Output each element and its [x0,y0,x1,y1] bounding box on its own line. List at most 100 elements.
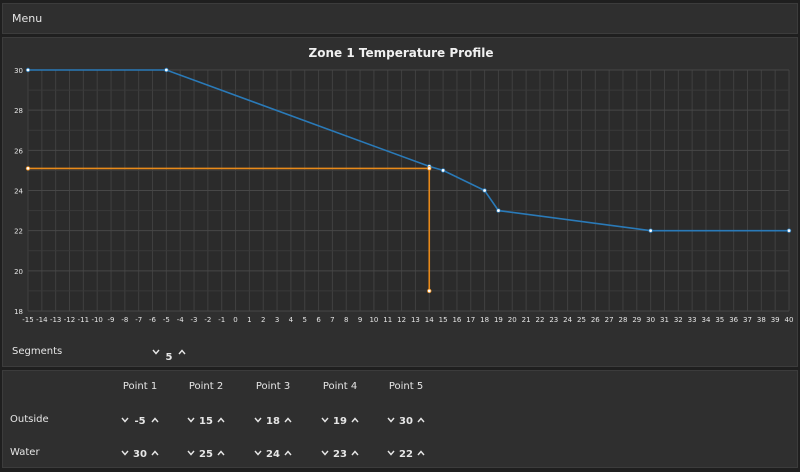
outside-point-3-decrement-icon[interactable] [252,414,264,428]
x-tick-label: 33 [688,316,697,324]
x-tick-label: 38 [757,316,766,324]
x-tick-label: 23 [549,316,558,324]
series-1-point [786,228,792,233]
x-tick-label: -7 [135,316,142,324]
series-2-point [25,166,31,171]
series-1-point [496,208,501,213]
x-tick-label: 10 [369,316,378,324]
y-tick-label: 30 [14,67,23,75]
x-tick-label: 18 [480,316,489,324]
point-3-header: Point 3 [255,381,291,392]
x-tick-label: -5 [163,316,170,324]
series-2-point [427,166,432,171]
outside-point-5-decrement-icon[interactable] [385,414,397,428]
water-point-5-value: 22 [399,448,413,460]
chart-grid [27,69,790,312]
water-point-2-decrement-icon[interactable] [185,447,197,461]
point-5-header: Point 5 [388,381,424,392]
series-1-point [648,228,653,233]
water-point-4-stepper: 23 [309,446,371,462]
x-tick-label: -11 [78,316,89,324]
x-tick-label: 4 [289,316,294,324]
chart-title: Zone 1 Temperature Profile [309,46,494,60]
water-point-5-decrement-icon[interactable] [385,447,397,461]
x-tick-label: 28 [619,316,628,324]
y-tick-label: 24 [14,188,23,196]
x-tick-label: 3 [275,316,279,324]
x-tick-label: -14 [36,316,48,324]
segments-increment-icon[interactable] [176,346,188,360]
outside-point-3-stepper: 18 [242,413,304,429]
series-2-point [427,288,432,294]
outside-point-1-increment-icon[interactable] [149,414,161,428]
water-point-2-increment-icon[interactable] [215,447,227,461]
x-tick-label: 15 [439,316,448,324]
water-point-2-stepper: 25 [175,446,237,462]
outside-point-5-stepper: 30 [375,413,437,429]
point-4-header: Point 4 [322,381,358,392]
water-point-3-decrement-icon[interactable] [252,447,264,461]
water-point-4-increment-icon[interactable] [349,447,361,461]
x-tick-label: 16 [452,316,461,324]
outside-point-5-value: 30 [399,415,413,427]
x-tick-label: -8 [121,316,128,324]
outside-point-3-value: 18 [266,415,280,427]
segments-value: 5 [165,352,173,363]
outside-point-1-decrement-icon[interactable] [119,414,131,428]
water-point-4-decrement-icon[interactable] [319,447,331,461]
outside-point-2-decrement-icon[interactable] [185,414,197,428]
point-2-header: Point 2 [188,381,224,392]
x-tick-label: 7 [330,316,334,324]
x-tick-label: 2 [261,316,265,324]
x-tick-label: -15 [22,316,33,324]
outside-point-2-value: 15 [199,415,213,427]
water-point-1-decrement-icon[interactable] [119,447,131,461]
x-tick-label: 6 [316,316,321,324]
water-point-5-increment-icon[interactable] [415,447,427,461]
y-tick-label: 26 [14,147,23,155]
x-tick-label: -13 [50,316,61,324]
x-tick-label: 29 [632,316,641,324]
x-tick-label: -2 [204,316,211,324]
outside-point-4-stepper: 19 [309,413,371,429]
segments-label: Segments [12,346,63,357]
x-tick-label: 20 [508,316,517,324]
x-tick-label: 26 [591,316,600,324]
x-tick-label: 21 [522,316,531,324]
x-tick-label: 1 [247,316,251,324]
y-tick-label: 22 [14,228,23,236]
segments-decrement-icon[interactable] [150,346,162,360]
outside-point-2-stepper: 15 [175,413,237,429]
x-tick-label: 36 [729,316,738,324]
series-1-point [164,67,169,73]
x-tick-label: 9 [358,316,362,324]
y-tick-label: 20 [14,268,23,276]
chart-ticks: -15 -14 -13 -12 -11 -10 -9 -8 -7 -6 -5 -4 -3 -2 -1 0 1 2 3… [14,67,793,324]
x-tick-label: -10 [91,316,102,324]
series-1-point [25,67,31,73]
point-1-header: Point 1 [122,381,158,392]
water-point-1-increment-icon[interactable] [149,447,161,461]
outside-point-4-value: 19 [333,415,347,427]
chart-panel: Zone 1 Temperature Profile -15 -14 -13 -12-… [2,37,798,367]
water-point-1-stepper: 30 [109,446,171,462]
outside-row-label: Outside [10,414,49,425]
x-tick-label: -1 [218,316,225,324]
x-tick-label: 37 [743,316,752,324]
outside-point-5-increment-icon[interactable] [415,414,427,428]
x-tick-label: 25 [577,316,586,324]
x-tick-label: -12 [64,316,75,324]
x-tick-label: 27 [605,316,614,324]
series-1-line [28,69,789,232]
x-tick-label: 31 [660,316,669,324]
outside-point-4-decrement-icon[interactable] [319,414,331,428]
x-tick-label: 35 [715,316,724,324]
outside-point-4-increment-icon[interactable] [349,414,361,428]
outside-point-3-increment-icon[interactable] [282,414,294,428]
outside-point-2-increment-icon[interactable] [215,414,227,428]
menu-button[interactable]: Menu [12,12,43,25]
water-point-3-value: 24 [266,448,280,460]
water-point-4-value: 23 [333,448,347,460]
water-point-3-increment-icon[interactable] [282,447,294,461]
water-point-2-value: 25 [199,448,213,460]
